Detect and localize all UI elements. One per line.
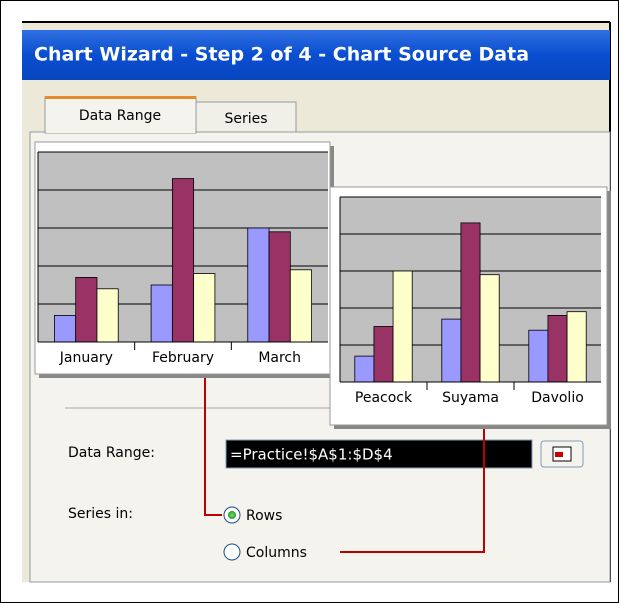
bar (566, 311, 587, 383)
field-label: Series in: (68, 506, 133, 522)
radio-label: Rows (246, 508, 282, 524)
radio-button[interactable] (223, 543, 241, 561)
callout-line (340, 428, 485, 553)
bar (289, 269, 312, 343)
bar (354, 355, 375, 383)
x-tick-label: January (59, 350, 113, 366)
tab-highlight (45, 96, 196, 99)
bar (373, 326, 394, 383)
dialog-title: Chart Wizard - Step 2 of 4 - Chart Sourc… (34, 44, 529, 66)
bar (479, 274, 500, 383)
tab-label: Series (224, 111, 267, 127)
range-value: =Practice!$A$1:$D$4 (230, 446, 393, 464)
x-tick-label: March (258, 350, 301, 366)
callout-line (204, 372, 222, 516)
x-tick-label: February (152, 350, 214, 366)
tab-label: Data Range (79, 108, 161, 124)
tab-active[interactable] (44, 96, 197, 134)
bar (528, 329, 549, 383)
bar (547, 314, 568, 383)
radio-label: Columns (246, 545, 307, 561)
tab[interactable] (195, 101, 297, 133)
title-bar (22, 30, 610, 80)
button-icon (555, 452, 563, 457)
radio-dot (228, 511, 236, 519)
bar (247, 227, 270, 343)
x-tick-label: Suyama (442, 390, 499, 406)
bar (75, 276, 98, 343)
bar (268, 231, 291, 343)
x-tick-label: Peacock (355, 390, 413, 406)
x-tick-label: Davolio (531, 390, 584, 406)
bar (392, 270, 413, 383)
chart-previews: January February March Peacock Suyama Davolio (34, 141, 611, 429)
bar (171, 178, 195, 343)
bar (150, 284, 173, 343)
bar (441, 318, 462, 383)
field-label: Data Range: (68, 445, 155, 461)
bar (54, 314, 77, 343)
bar (460, 222, 481, 383)
bar (96, 288, 119, 343)
bar (193, 273, 216, 343)
range-input[interactable] (225, 439, 533, 469)
